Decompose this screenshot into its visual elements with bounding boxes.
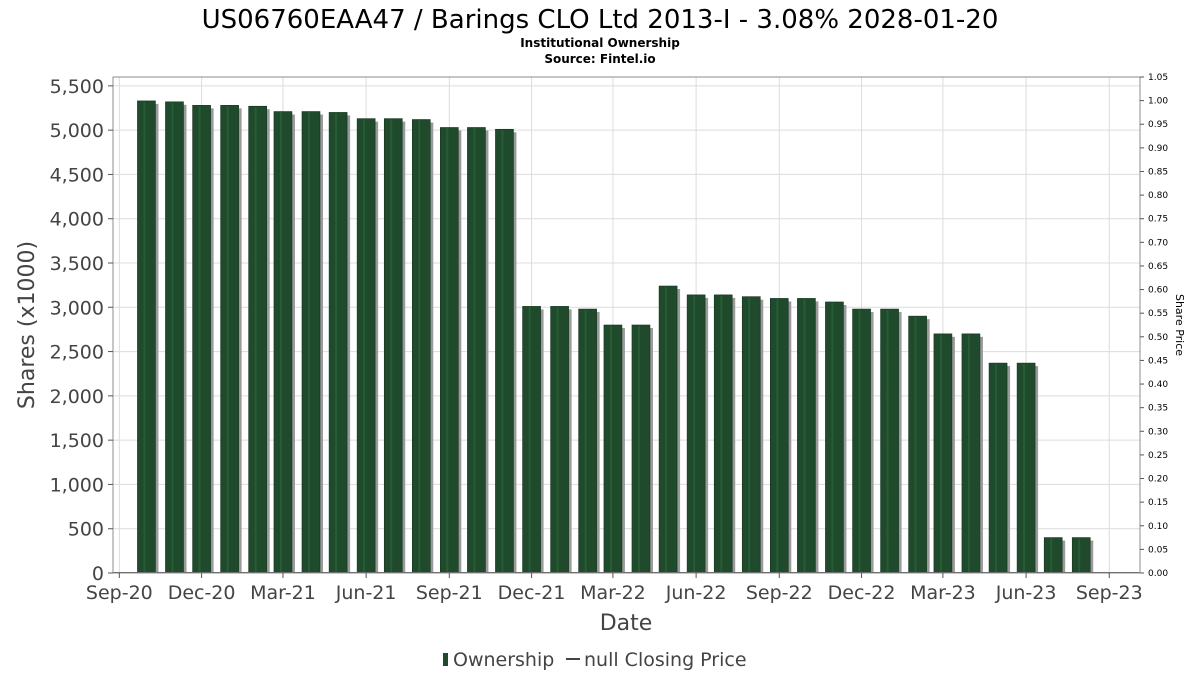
bar [1016, 362, 1036, 574]
bar [908, 315, 927, 574]
y2-tick-label: 1.05 [1148, 73, 1168, 83]
y-tick-label: 2,500 [50, 342, 104, 364]
x-tick-label: Sep-20 [86, 582, 153, 604]
bar [852, 308, 871, 574]
chart-subtitle: Institutional Ownership [520, 36, 680, 50]
bar [411, 119, 431, 574]
bar [467, 127, 486, 574]
x-tick-label: Mar-22 [580, 582, 646, 604]
bar [495, 128, 514, 574]
bar [522, 306, 541, 574]
y2-tick-label: 0.20 [1148, 475, 1168, 485]
bar [440, 127, 459, 574]
y2-tick-label: 0.05 [1148, 545, 1168, 555]
bar [192, 105, 211, 574]
bar [383, 118, 403, 574]
bar [1043, 537, 1063, 574]
y2-tick-label: 0.15 [1148, 498, 1168, 508]
y2-tick-label: 0.50 [1148, 333, 1168, 343]
bar [273, 111, 293, 574]
x-axis: Sep-20 Dec-20 Mar-21 Jun-21 Sep-21 Dec-21 Mar-… [86, 573, 1143, 604]
y2-tick-label: 0.70 [1148, 238, 1168, 248]
bar [686, 294, 706, 574]
y2-tick-label: 0.95 [1148, 120, 1168, 130]
y-tick-label: 3,500 [50, 253, 104, 275]
y2-tick-label: 0.60 [1148, 286, 1168, 296]
bar [933, 333, 953, 574]
plot-border [112, 76, 1141, 574]
legend-ownership-label: Ownership [453, 649, 554, 671]
bar [356, 118, 376, 574]
bar [550, 306, 569, 574]
y-tick-label: 5,000 [50, 120, 104, 142]
y-axis-left: 0 500 1,000 1,500 2,000 2,500 3,000 3,500 4,000 4… [50, 76, 113, 585]
y-tick-label: 3,000 [50, 297, 104, 319]
y-tick-label: 2,000 [50, 386, 104, 408]
bar [603, 324, 623, 574]
x-tick-label: Dec-22 [828, 582, 896, 604]
y2-tick-label: 0.80 [1148, 191, 1168, 201]
bar [961, 333, 981, 574]
y-tick-label: 1,000 [50, 474, 104, 496]
bar [578, 308, 597, 574]
bar [741, 296, 761, 574]
chart-title: US06760EAA47 / Barings CLO Ltd 2013-I - … [202, 5, 999, 35]
x-tick-label: Dec-21 [498, 582, 566, 604]
bar [988, 362, 1008, 574]
bar [248, 105, 267, 574]
legend-ownership-swatch [443, 653, 448, 666]
bar [137, 100, 156, 574]
x-tick-label: Jun-23 [995, 582, 1057, 604]
y-axis-right: 0.00 0.05 0.10 0.15 0.20 0.25 0.30 0.35 0.40 0.45… [1140, 73, 1168, 579]
y2-tick-label: 0.45 [1148, 356, 1168, 366]
bar [825, 301, 844, 574]
y2-tick-label: 0.25 [1148, 451, 1168, 461]
bar [165, 101, 184, 574]
y-tick-label: 5,500 [50, 76, 104, 98]
bar [1071, 537, 1091, 574]
bar [797, 298, 816, 574]
y2-tick-label: 0.75 [1148, 215, 1168, 225]
y2-tick-label: 0.35 [1148, 404, 1168, 414]
bar [769, 298, 789, 574]
chart-source: Source: Fintel.io [544, 52, 655, 66]
y2-tick-label: 0.30 [1148, 427, 1168, 437]
x-tick-label: Mar-21 [250, 582, 316, 604]
y-axis-label: Shares (x1000) [15, 241, 40, 409]
y2-tick-label: 0.90 [1148, 144, 1168, 154]
y-tick-label: 4,500 [50, 164, 104, 186]
y2-tick-label: 0.55 [1148, 309, 1168, 319]
bars [113, 100, 1140, 574]
y-tick-label: 1,500 [50, 430, 104, 452]
x-tick-label: Jun-21 [335, 582, 397, 604]
x-tick-label: Sep-23 [1076, 582, 1143, 604]
y2-tick-label: 0.40 [1148, 380, 1168, 390]
legend-price-label: null Closing Price [584, 649, 747, 671]
bar [220, 105, 239, 574]
y2-axis-label: Share Price [1173, 294, 1186, 356]
y2-tick-label: 0.65 [1148, 262, 1168, 272]
x-tick-label: Dec-20 [168, 582, 236, 604]
y2-tick-label: 0.85 [1148, 167, 1168, 177]
y2-tick-label: 0.00 [1148, 569, 1168, 579]
y2-tick-label: 1.00 [1148, 97, 1168, 107]
bar [328, 112, 348, 574]
bar [631, 324, 651, 574]
y-tick-label: 0 [92, 563, 104, 585]
x-axis-label: Date [600, 611, 653, 636]
bar [713, 294, 733, 574]
bar [301, 111, 321, 574]
y-tick-label: 500 [68, 519, 104, 541]
y-tick-label: 4,000 [50, 209, 104, 231]
x-tick-label: Sep-21 [416, 582, 483, 604]
legend: Ownership null Closing Price [443, 649, 747, 671]
x-tick-label: Sep-22 [746, 582, 813, 604]
x-tick-label: Mar-23 [910, 582, 976, 604]
bar [880, 308, 899, 574]
y2-tick-label: 0.10 [1148, 522, 1168, 532]
bar [658, 285, 678, 574]
x-tick-label: Jun-22 [665, 582, 727, 604]
